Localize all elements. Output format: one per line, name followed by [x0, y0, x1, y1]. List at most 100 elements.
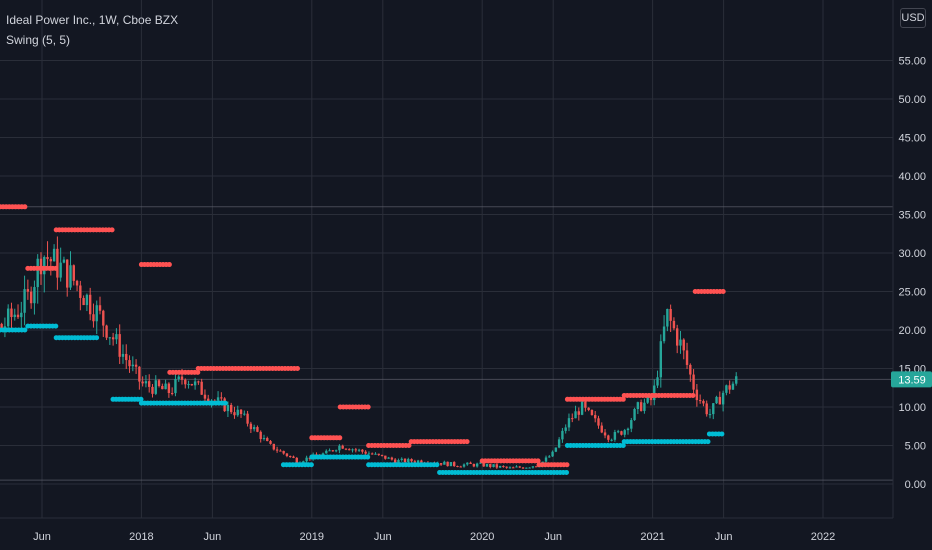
candle-body	[508, 467, 512, 469]
candle-body	[482, 462, 485, 467]
candle-body	[279, 450, 282, 452]
candle-body	[666, 308, 669, 327]
candle-body	[79, 285, 82, 298]
candle-body	[6, 308, 10, 327]
symbol-title[interactable]: Ideal Power Inc., 1W, Cboe BZX	[6, 13, 179, 27]
candle-body	[472, 463, 476, 467]
candle-body	[272, 443, 276, 450]
candle-body	[567, 418, 571, 428]
candle-body	[485, 464, 489, 467]
time-axis-panel[interactable]	[0, 518, 932, 550]
candle-body	[341, 445, 344, 449]
candle-body	[193, 381, 197, 386]
candle-body	[656, 377, 659, 386]
price-axis-panel[interactable]	[893, 0, 932, 550]
currency-label[interactable]: USD	[900, 8, 926, 28]
indicator-label[interactable]: Swing (5, 5)	[6, 33, 71, 47]
candle-body	[603, 432, 607, 436]
x-tick-label: 2020	[470, 531, 494, 543]
candle-body	[495, 464, 499, 468]
candle-body	[164, 383, 167, 390]
candle-body	[498, 465, 502, 468]
y-tick-label: 30.00	[898, 248, 926, 260]
candle-body	[682, 339, 685, 351]
candle-body	[364, 451, 367, 454]
candle-body	[16, 314, 20, 318]
candle-body	[351, 449, 354, 451]
candle-body	[577, 411, 581, 415]
candle-body	[0, 323, 3, 329]
candle-body	[613, 432, 617, 440]
candle-body	[36, 258, 39, 288]
candle-body	[207, 398, 210, 403]
y-tick-label: 10.00	[898, 402, 926, 414]
candle-body	[226, 404, 230, 412]
candle-body	[302, 461, 305, 463]
candle-body	[154, 380, 157, 394]
candle-body	[594, 415, 597, 419]
candle-body	[708, 414, 712, 416]
candle-body	[403, 458, 407, 463]
candle-body	[630, 420, 633, 429]
candle-body	[118, 334, 121, 357]
candle-body	[607, 435, 610, 440]
candle-body	[357, 449, 361, 451]
x-tick-label: 2019	[300, 531, 324, 543]
candle-body	[725, 385, 728, 393]
candle-body	[616, 431, 620, 433]
candle-body	[131, 364, 135, 367]
candle-body	[292, 456, 295, 458]
candle-body	[400, 458, 403, 460]
candle-body	[531, 466, 535, 468]
candle-body	[367, 453, 371, 455]
x-tick-label: 2022	[811, 531, 835, 543]
candle-body	[643, 402, 646, 411]
y-tick-label: 5.00	[905, 441, 926, 453]
candle-body	[397, 459, 400, 463]
candle-body	[246, 413, 249, 424]
candle-body	[377, 453, 380, 455]
candle-body	[456, 466, 459, 468]
y-tick-label: 20.00	[898, 325, 926, 337]
candle-body	[597, 418, 600, 426]
candle-body	[167, 383, 171, 393]
candle-body	[180, 376, 184, 380]
candles	[0, 236, 738, 469]
candle-body	[446, 461, 449, 467]
candle-body	[574, 411, 577, 419]
x-axis-ticks: Jun 2018 Jun 2019 Jun 2020 Jun 2021 Jun 2022	[33, 531, 835, 543]
candle-body	[715, 396, 718, 404]
candle-body	[518, 466, 521, 468]
candle-body	[325, 450, 328, 454]
candle-body	[420, 460, 423, 463]
candle-body	[469, 462, 472, 464]
candle-body	[548, 456, 551, 458]
x-tick-label: Jun	[544, 531, 562, 543]
candle-body	[505, 466, 508, 468]
last-price-badge: 13.59	[891, 371, 932, 388]
candle-body	[59, 262, 62, 278]
candle-body	[184, 379, 187, 385]
candle-body	[413, 461, 417, 463]
candle-body	[229, 404, 233, 413]
candle-body	[262, 438, 266, 440]
candle-body	[387, 457, 390, 459]
candle-body	[380, 454, 384, 456]
candle-body	[66, 259, 69, 288]
candle-body	[289, 456, 292, 458]
candle-body	[249, 423, 253, 430]
candle-body	[56, 248, 59, 278]
candle-body	[190, 384, 194, 386]
candle-body	[551, 451, 554, 457]
candle-body	[174, 379, 177, 394]
candle-body	[203, 394, 207, 399]
candle-body	[243, 413, 246, 415]
candle-body	[33, 287, 36, 304]
candle-body	[554, 447, 558, 452]
candle-body	[721, 392, 725, 405]
candle-body	[561, 430, 564, 440]
candle-body	[515, 466, 518, 468]
candle-body	[49, 259, 53, 262]
